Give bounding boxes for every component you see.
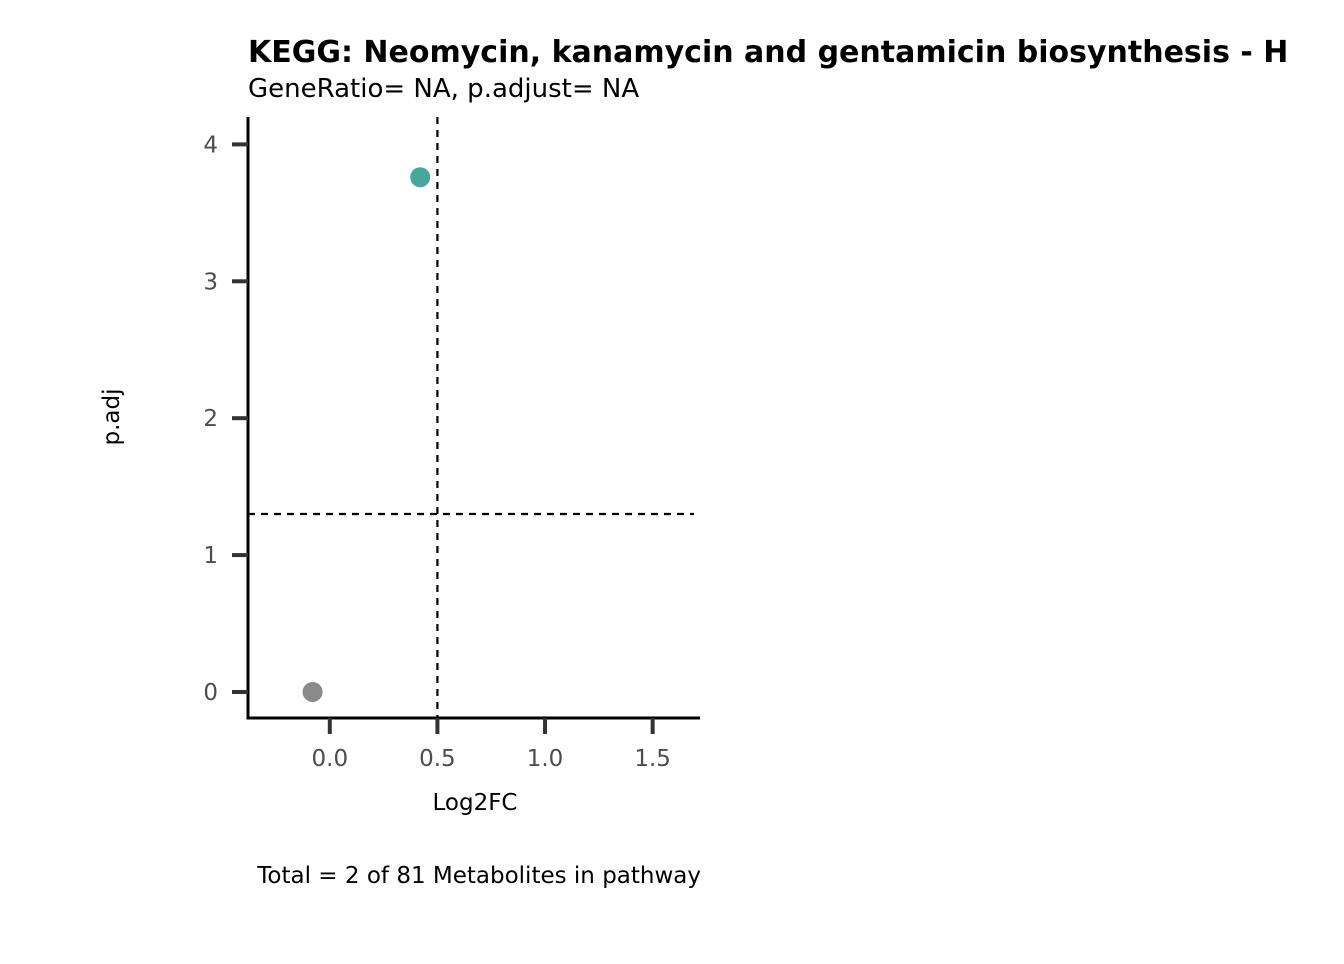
y-axis-title: p.adj <box>99 389 125 446</box>
data-point <box>302 681 323 702</box>
data-point <box>410 167 431 188</box>
x-tick-label: 0.0 <box>312 746 349 772</box>
x-tick-label: 0.5 <box>419 746 456 772</box>
y-tick-label: 0 <box>203 680 218 706</box>
chart-caption: Total = 2 of 81 Metabolites in pathway <box>256 863 701 889</box>
chart-title: KEGG: Neomycin, kanamycin and gentamicin… <box>248 35 1288 70</box>
x-axis-title: Log2FC <box>432 790 517 816</box>
x-tick-label: 1.5 <box>634 746 671 772</box>
y-tick-label: 4 <box>203 132 218 158</box>
y-tick-label: 3 <box>203 269 218 295</box>
plot-area: 0 1 2 3 4 0.0 0.5 1.0 1.5 <box>203 117 700 772</box>
y-tick-label: 1 <box>203 543 218 569</box>
x-tick-label: 1.0 <box>527 746 564 772</box>
y-tick-label: 2 <box>203 406 218 432</box>
chart-subtitle: GeneRatio= NA, p.adjust= NA <box>248 74 639 104</box>
